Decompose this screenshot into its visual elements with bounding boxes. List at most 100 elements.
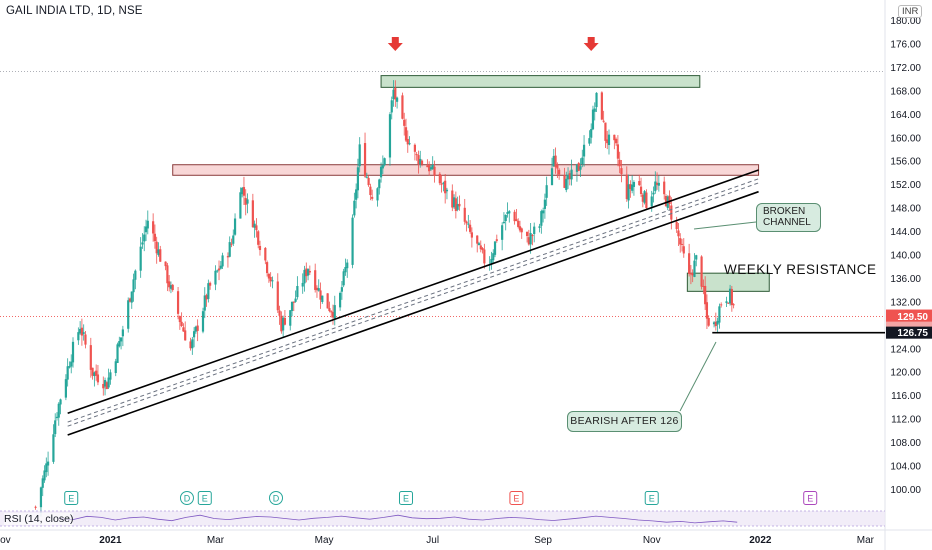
candle — [116, 342, 119, 364]
candle-body — [413, 144, 416, 152]
candle-body — [689, 273, 693, 275]
candle-body — [230, 243, 233, 245]
candle — [134, 269, 137, 290]
candle-body — [232, 235, 235, 244]
y-tick-label: 180.00 — [890, 16, 921, 27]
candle — [493, 241, 497, 258]
candle-body — [591, 109, 595, 130]
candle — [54, 413, 57, 438]
candle-body — [431, 164, 434, 170]
candle-body — [379, 166, 383, 178]
candle-body — [469, 224, 472, 232]
candle-body — [458, 203, 461, 207]
candle-body — [216, 270, 219, 272]
weekly_resistance-zone — [686, 272, 770, 292]
candle — [217, 260, 221, 281]
y-tick-label: 116.00 — [891, 391, 921, 402]
candle — [333, 295, 336, 326]
currency-badge[interactable]: INR — [898, 5, 923, 18]
rsi-label: RSI (14, close) — [4, 513, 74, 525]
candle — [680, 238, 684, 252]
candle — [191, 336, 194, 355]
candle — [89, 337, 92, 378]
candle-body — [679, 238, 682, 245]
candle — [575, 163, 579, 182]
candle — [230, 238, 233, 248]
candle — [143, 226, 146, 252]
candle-body — [71, 341, 75, 363]
candle — [515, 209, 518, 222]
broken-channel-line-1: BROKEN — [763, 206, 806, 217]
candle — [433, 160, 436, 183]
hidden-price-tag — [886, 321, 932, 327]
candle-body — [152, 221, 155, 234]
candle-body — [242, 187, 246, 196]
candle-body — [568, 173, 571, 180]
candle — [192, 327, 196, 348]
candle — [700, 255, 703, 290]
candle-body — [330, 311, 333, 313]
down-arrow-icon — [583, 36, 599, 51]
candle-body — [290, 301, 294, 312]
candle-body — [600, 92, 603, 120]
candle-body — [727, 302, 730, 304]
candle — [340, 281, 343, 300]
candle-body — [540, 211, 543, 226]
candle — [70, 354, 73, 374]
candle — [579, 158, 582, 178]
candle-body — [346, 262, 349, 269]
candle-body — [604, 122, 607, 141]
candle-body — [139, 246, 142, 271]
candle-body — [356, 167, 360, 191]
y-tick-label: 104.00 — [890, 462, 921, 473]
candle-body — [508, 211, 511, 214]
candle-body — [705, 302, 709, 319]
candle — [305, 262, 308, 283]
candle — [727, 302, 730, 304]
candle — [146, 210, 149, 235]
candle — [157, 242, 160, 257]
candle-body — [527, 237, 530, 245]
candle-body — [134, 270, 137, 280]
candle-body — [70, 361, 73, 367]
candle-body — [306, 269, 310, 276]
candle-body — [251, 200, 254, 228]
candle — [319, 282, 322, 309]
candle-body — [141, 242, 144, 245]
event-marker-label: E — [807, 494, 813, 504]
event-marker-label: E — [202, 494, 208, 504]
candle-body — [46, 461, 50, 466]
candle — [632, 180, 636, 196]
candle-body — [554, 155, 557, 168]
candle-body — [308, 271, 311, 273]
candle-body — [579, 166, 582, 170]
candle-body — [388, 114, 392, 158]
last-price-text: 129.50 — [897, 312, 928, 323]
candle-body — [558, 169, 561, 175]
candle — [627, 174, 630, 209]
candle — [232, 229, 235, 247]
candle — [242, 176, 246, 205]
candle — [317, 279, 320, 292]
candle — [682, 238, 685, 258]
candle — [353, 192, 356, 218]
event-marker-label: D — [184, 494, 191, 504]
candle-body — [492, 253, 495, 261]
candle-body — [333, 305, 336, 319]
candle — [428, 161, 431, 176]
candle-body — [103, 380, 107, 387]
candle — [376, 187, 379, 207]
candle — [77, 327, 80, 345]
candle-body — [217, 268, 221, 271]
candle-body — [615, 139, 618, 144]
candle-body — [538, 226, 541, 228]
candle-body — [543, 199, 546, 209]
candle — [492, 249, 495, 263]
candle — [282, 315, 285, 339]
candle-body — [575, 164, 579, 172]
candle-body — [392, 89, 395, 100]
candle — [369, 183, 372, 201]
candle — [203, 287, 206, 319]
event-marker-icon — [803, 491, 818, 505]
